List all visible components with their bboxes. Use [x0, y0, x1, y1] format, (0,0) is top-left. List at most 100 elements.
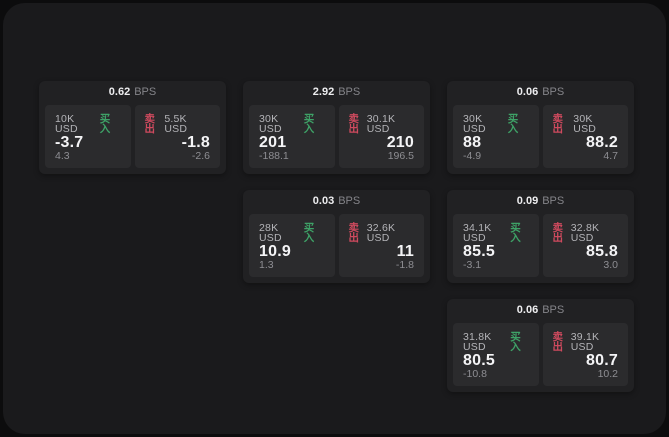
bps-header: 0.06 BPS: [447, 299, 634, 323]
sell-price-value: 210: [386, 133, 414, 151]
buy-secondary-value: -3.1: [463, 258, 482, 271]
buy-side-label: 买入: [99, 112, 111, 135]
buy-panel[interactable]: 30K USD 买入 201 -188.1: [249, 104, 335, 168]
bps-unit: BPS: [542, 86, 565, 99]
buy-secondary-value: -4.9: [463, 149, 482, 162]
bps-unit: BPS: [338, 86, 361, 99]
buy-side-label: 买入: [510, 221, 521, 244]
bps-unit: BPS: [134, 86, 157, 99]
buy-price-value: 80.5: [463, 351, 495, 369]
sell-panel-top: 卖出 30.1K USD: [348, 112, 415, 135]
buy-panel[interactable]: 31.8K USD 买入 80.5 -10.8: [453, 322, 539, 386]
buy-panel[interactable]: 30K USD 买入 88 -4.9: [453, 104, 539, 168]
buy-panel-top: 28K USD 买入: [259, 221, 325, 244]
bps-unit: BPS: [542, 195, 565, 208]
buy-panel[interactable]: 28K USD 买入 10.9 1.3: [249, 213, 335, 277]
sell-panel-top: 卖出 32.8K USD: [552, 221, 619, 244]
sell-panel-top: 卖出 32.6K USD: [349, 221, 415, 244]
bps-value: 0.62: [108, 86, 131, 99]
sell-panel[interactable]: 卖出 32.8K USD 85.8 3.0: [542, 213, 628, 277]
bps-header: 0.09 BPS: [447, 190, 634, 214]
buy-size-label: 31.8K USD: [463, 330, 492, 353]
sell-size-label: 32.8K USD: [570, 221, 600, 244]
quote-panels: 28K USD 买入 10.9 1.3 卖出 32.6K USD 11 -1.8: [243, 213, 430, 284]
buy-panel-top: 34.1K USD 买入: [463, 221, 529, 244]
sell-secondary-value: 10.2: [597, 367, 618, 380]
buy-secondary-value: -10.8: [463, 367, 487, 380]
buy-price-value: 85.5: [463, 242, 495, 260]
quote-panels: 30K USD 买入 201 -188.1 卖出 30.1K USD 210 1…: [243, 104, 430, 175]
bps-header: 0.62 BPS: [39, 81, 226, 105]
bps-unit: BPS: [542, 304, 565, 317]
sell-secondary-value: 196.5: [387, 149, 414, 162]
buy-panel-top: 30K USD 买入: [463, 112, 529, 135]
buy-price-value: 88: [463, 133, 482, 151]
buy-panel-top: 10K USD 买入: [55, 112, 121, 135]
quote-panels: 10K USD 买入 -3.7 4.3 卖出 5.5K USD -1.8 -2.…: [39, 104, 226, 175]
sell-panel-top: 卖出 30K USD: [552, 112, 619, 135]
bps-header: 0.06 BPS: [447, 81, 634, 105]
sell-price-value: 88.2: [586, 133, 618, 151]
app-frame: 0.62 BPS 10K USD 买入 -3.7 4.3 卖出 5.5K USD…: [3, 3, 666, 434]
bps-header: 2.92 BPS: [243, 81, 430, 105]
buy-price-value: -3.7: [55, 133, 84, 151]
sell-secondary-value: -2.6: [191, 149, 210, 162]
sell-price-value: 85.8: [586, 242, 618, 260]
buy-size-label: 30K USD: [259, 112, 282, 135]
sell-size-label: 5.5K USD: [164, 112, 188, 135]
sell-panel[interactable]: 卖出 30K USD 88.2 4.7: [542, 104, 628, 168]
quote-card: 2.92 BPS 30K USD 买入 201 -188.1 卖出 30.1K …: [243, 81, 430, 174]
buy-side-label: 买入: [510, 330, 521, 353]
buy-size-label: 34.1K USD: [463, 221, 492, 244]
quote-card: 0.09 BPS 34.1K USD 买入 85.5 -3.1 卖出 32.8K…: [447, 190, 634, 283]
bps-value: 0.03: [312, 195, 335, 208]
buy-panel-top: 30K USD 买入: [259, 112, 325, 135]
bps-header: 0.03 BPS: [243, 190, 430, 214]
buy-price-value: 201: [259, 133, 287, 151]
quote-card: 0.62 BPS 10K USD 买入 -3.7 4.3 卖出 5.5K USD…: [39, 81, 226, 174]
buy-secondary-value: 4.3: [55, 149, 70, 162]
sell-side-label: 卖出: [552, 221, 564, 244]
sell-size-label: 39.1K USD: [570, 330, 600, 353]
sell-panel-top: 卖出 5.5K USD: [144, 112, 211, 135]
sell-panel[interactable]: 卖出 5.5K USD -1.8 -2.6: [134, 104, 220, 168]
sell-side-label: 卖出: [552, 330, 564, 353]
bps-unit: BPS: [338, 195, 361, 208]
buy-side-label: 买入: [507, 112, 519, 135]
sell-side-label: 卖出: [552, 112, 564, 135]
buy-panel-top: 31.8K USD 买入: [463, 330, 529, 353]
quote-panels: 31.8K USD 买入 80.5 -10.8 卖出 39.1K USD 80.…: [447, 322, 634, 393]
sell-secondary-value: -1.8: [395, 258, 414, 271]
buy-size-label: 30K USD: [463, 112, 486, 135]
sell-size-label: 32.6K USD: [366, 221, 396, 244]
sell-secondary-value: 3.0: [603, 258, 618, 271]
sell-price-value: 11: [396, 242, 414, 260]
buy-panel[interactable]: 10K USD 买入 -3.7 4.3: [45, 104, 131, 168]
sell-side-label: 卖出: [348, 112, 360, 135]
sell-panel[interactable]: 卖出 32.6K USD 11 -1.8: [338, 213, 424, 277]
quote-card: 0.03 BPS 28K USD 买入 10.9 1.3 卖出 32.6K US…: [243, 190, 430, 283]
bps-value: 0.06: [516, 304, 539, 317]
quote-card: 0.06 BPS 30K USD 买入 88 -4.9 卖出 30K USD 8…: [447, 81, 634, 174]
buy-size-label: 28K USD: [259, 221, 282, 244]
bps-value: 2.92: [312, 86, 335, 99]
sell-size-label: 30.1K USD: [366, 112, 396, 135]
sell-size-label: 30K USD: [573, 112, 597, 135]
sell-side-label: 卖出: [144, 112, 156, 135]
buy-secondary-value: -188.1: [259, 149, 289, 162]
buy-price-value: 10.9: [259, 242, 291, 260]
buy-panel[interactable]: 34.1K USD 买入 85.5 -3.1: [453, 213, 539, 277]
sell-panel[interactable]: 卖出 39.1K USD 80.7 10.2: [542, 322, 628, 386]
quote-card-grid: 0.62 BPS 10K USD 买入 -3.7 4.3 卖出 5.5K USD…: [39, 81, 634, 392]
buy-side-label: 买入: [303, 221, 315, 244]
sell-panel-top: 卖出 39.1K USD: [552, 330, 619, 353]
quote-panels: 30K USD 买入 88 -4.9 卖出 30K USD 88.2 4.7: [447, 104, 634, 175]
quote-panels: 34.1K USD 买入 85.5 -3.1 卖出 32.8K USD 85.8…: [447, 213, 634, 284]
buy-secondary-value: 1.3: [259, 258, 274, 271]
sell-secondary-value: 4.7: [603, 149, 618, 162]
sell-panel[interactable]: 卖出 30.1K USD 210 196.5: [338, 104, 424, 168]
sell-price-value: 80.7: [586, 351, 618, 369]
sell-price-value: -1.8: [181, 133, 210, 151]
buy-side-label: 买入: [303, 112, 315, 135]
bps-value: 0.09: [516, 195, 539, 208]
